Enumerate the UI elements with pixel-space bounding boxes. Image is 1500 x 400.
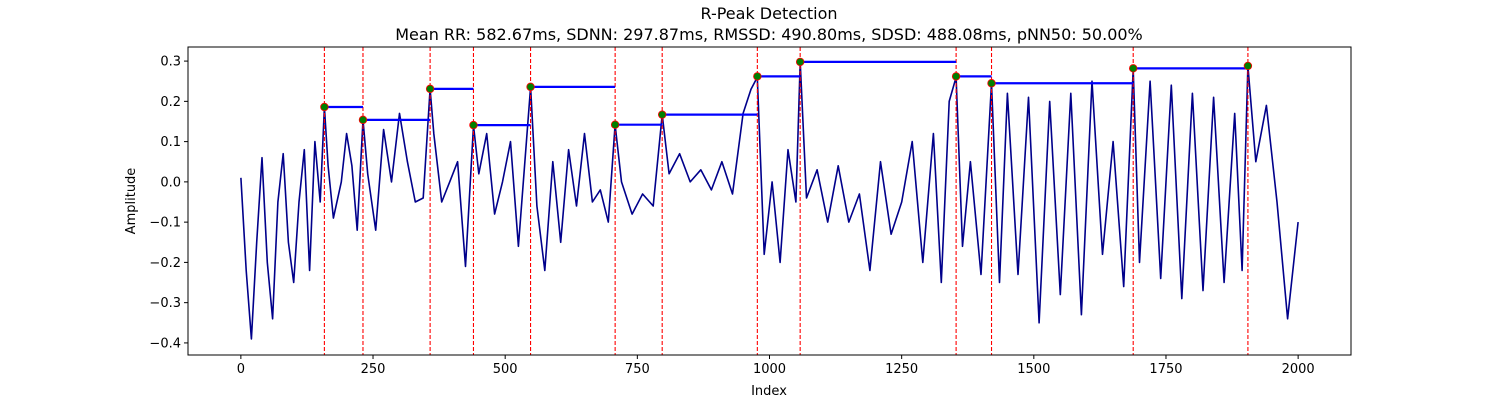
x-axis: 0 250 500 750 1000 1250 1500 1750 2000 (237, 355, 1315, 377)
y-tick-label-0: −0.4 (149, 336, 181, 351)
peak-marker-1 (358, 115, 368, 125)
x-tick-label-2: 500 (493, 362, 518, 377)
chart-title: R-Peak Detection (700, 4, 837, 23)
peak-marker-11 (1129, 64, 1138, 73)
x-tick-label-0: 0 (237, 362, 245, 377)
y-tick-label-2: −0.2 (149, 256, 181, 271)
x-tick-label-4: 1000 (753, 362, 786, 377)
y-tick-label-6: 0.2 (160, 95, 181, 110)
peak-marker-3 (469, 120, 478, 130)
peak-marker-9 (951, 72, 961, 81)
y-tick-label-1: −0.3 (149, 296, 181, 311)
peak-marker-10 (987, 79, 996, 88)
x-tick-label-6: 1500 (1017, 362, 1050, 377)
y-axis: −0.4 −0.3 −0.2 −0.1 0.0 0.1 0.2 0.3 (149, 55, 188, 351)
y-tick-label-3: −0.1 (149, 216, 181, 231)
x-tick-label-7: 1750 (1149, 362, 1182, 377)
x-tick-label-3: 750 (625, 362, 650, 377)
peak-marker-0 (320, 102, 329, 112)
signal-line (240, 61, 1299, 340)
peak-marker-12 (1243, 61, 1253, 71)
y-tick-label-5: 0.1 (160, 135, 181, 150)
x-tick-label-5: 1250 (885, 362, 918, 377)
peak-marker-2 (425, 84, 435, 94)
peak-marker-6 (657, 110, 667, 119)
chart-subtitle: Mean RR: 582.67ms, SDNN: 297.87ms, RMSSD… (395, 25, 1143, 44)
peak-marker-7 (753, 72, 762, 81)
y-tick-label-4: 0.0 (160, 175, 181, 190)
peak-marker-4 (526, 82, 535, 92)
plot-area (240, 47, 1299, 355)
y-axis-label: Amplitude (124, 168, 139, 235)
peak-marker-5 (610, 120, 620, 129)
x-axis-label: Index (751, 384, 787, 399)
x-tick-label-1: 250 (361, 362, 386, 377)
x-tick-label-8: 2000 (1282, 362, 1315, 377)
peak-marker-8 (795, 57, 805, 67)
y-tick-label-7: 0.3 (160, 55, 181, 70)
